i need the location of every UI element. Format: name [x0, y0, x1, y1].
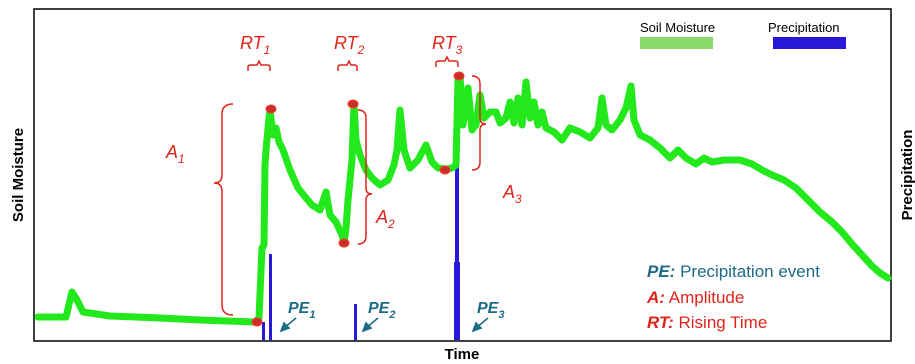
- rt-bracket-2: [337, 59, 358, 71]
- precip-bar-pe3: [455, 118, 459, 340]
- brackets: [213, 55, 487, 316]
- a3-label: A3: [502, 182, 522, 206]
- pe3-label: PE3: [477, 300, 504, 321]
- rt3-label: RT3: [432, 33, 463, 57]
- legend-precipitation-swatch: [773, 37, 846, 49]
- amplitude-bracket-2: [357, 109, 373, 245]
- marker-pe3-start: [439, 165, 451, 175]
- y-axis-left-label: Soil Moisture: [10, 128, 27, 222]
- precip-bar-pe2: [354, 304, 357, 340]
- pe1-arrowhead: [279, 321, 291, 333]
- marker-pe2-start: [338, 238, 350, 248]
- marker-pe1-peak: [265, 104, 277, 114]
- pe3-arrowhead: [471, 321, 483, 333]
- event-markers: [251, 71, 465, 327]
- amplitude-bracket-1: [213, 103, 234, 316]
- a1-label: A1: [165, 142, 185, 166]
- pe1-label: PE1: [288, 300, 315, 321]
- key-pe: PE: Precipitation event: [647, 262, 820, 281]
- rt1-label: RT1: [240, 33, 270, 57]
- amplitude-bracket-3: [471, 75, 487, 171]
- rt-bracket-1: [247, 59, 271, 71]
- precip-bar-pe1-small: [262, 322, 265, 340]
- marker-pe3-peak: [453, 71, 465, 81]
- key: PE: Precipitation event A: Amplitude RT:…: [646, 262, 820, 332]
- a2-label: A2: [375, 207, 395, 231]
- x-axis-label: Time: [445, 346, 480, 363]
- legend: Soil Moisture Precipitation: [640, 20, 846, 49]
- legend-soil-moisture-swatch: [640, 37, 713, 49]
- pe2-label: PE2: [368, 300, 395, 321]
- soil-moisture-line: [34, 71, 892, 326]
- y-axis-right-label: Precipitation: [899, 130, 915, 221]
- pe2-arrowhead: [361, 321, 373, 333]
- pe-arrows: [279, 317, 489, 333]
- marker-pe2-peak: [347, 99, 359, 109]
- key-amplitude: A: Amplitude: [646, 288, 744, 307]
- legend-soil-moisture-label: Soil Moisture: [640, 20, 715, 35]
- key-rising-time: RT: Rising Time: [647, 313, 767, 332]
- marker-pe1-start: [251, 317, 263, 327]
- precip-bar-pe1: [269, 254, 272, 340]
- plot-frame: [33, 8, 892, 342]
- legend-precipitation-label: Precipitation: [768, 20, 840, 35]
- rt-bracket-3: [435, 55, 459, 67]
- rt2-label: RT2: [334, 33, 365, 57]
- precipitation-bars: [262, 118, 460, 340]
- precip-bar-pe3-base: [454, 262, 460, 340]
